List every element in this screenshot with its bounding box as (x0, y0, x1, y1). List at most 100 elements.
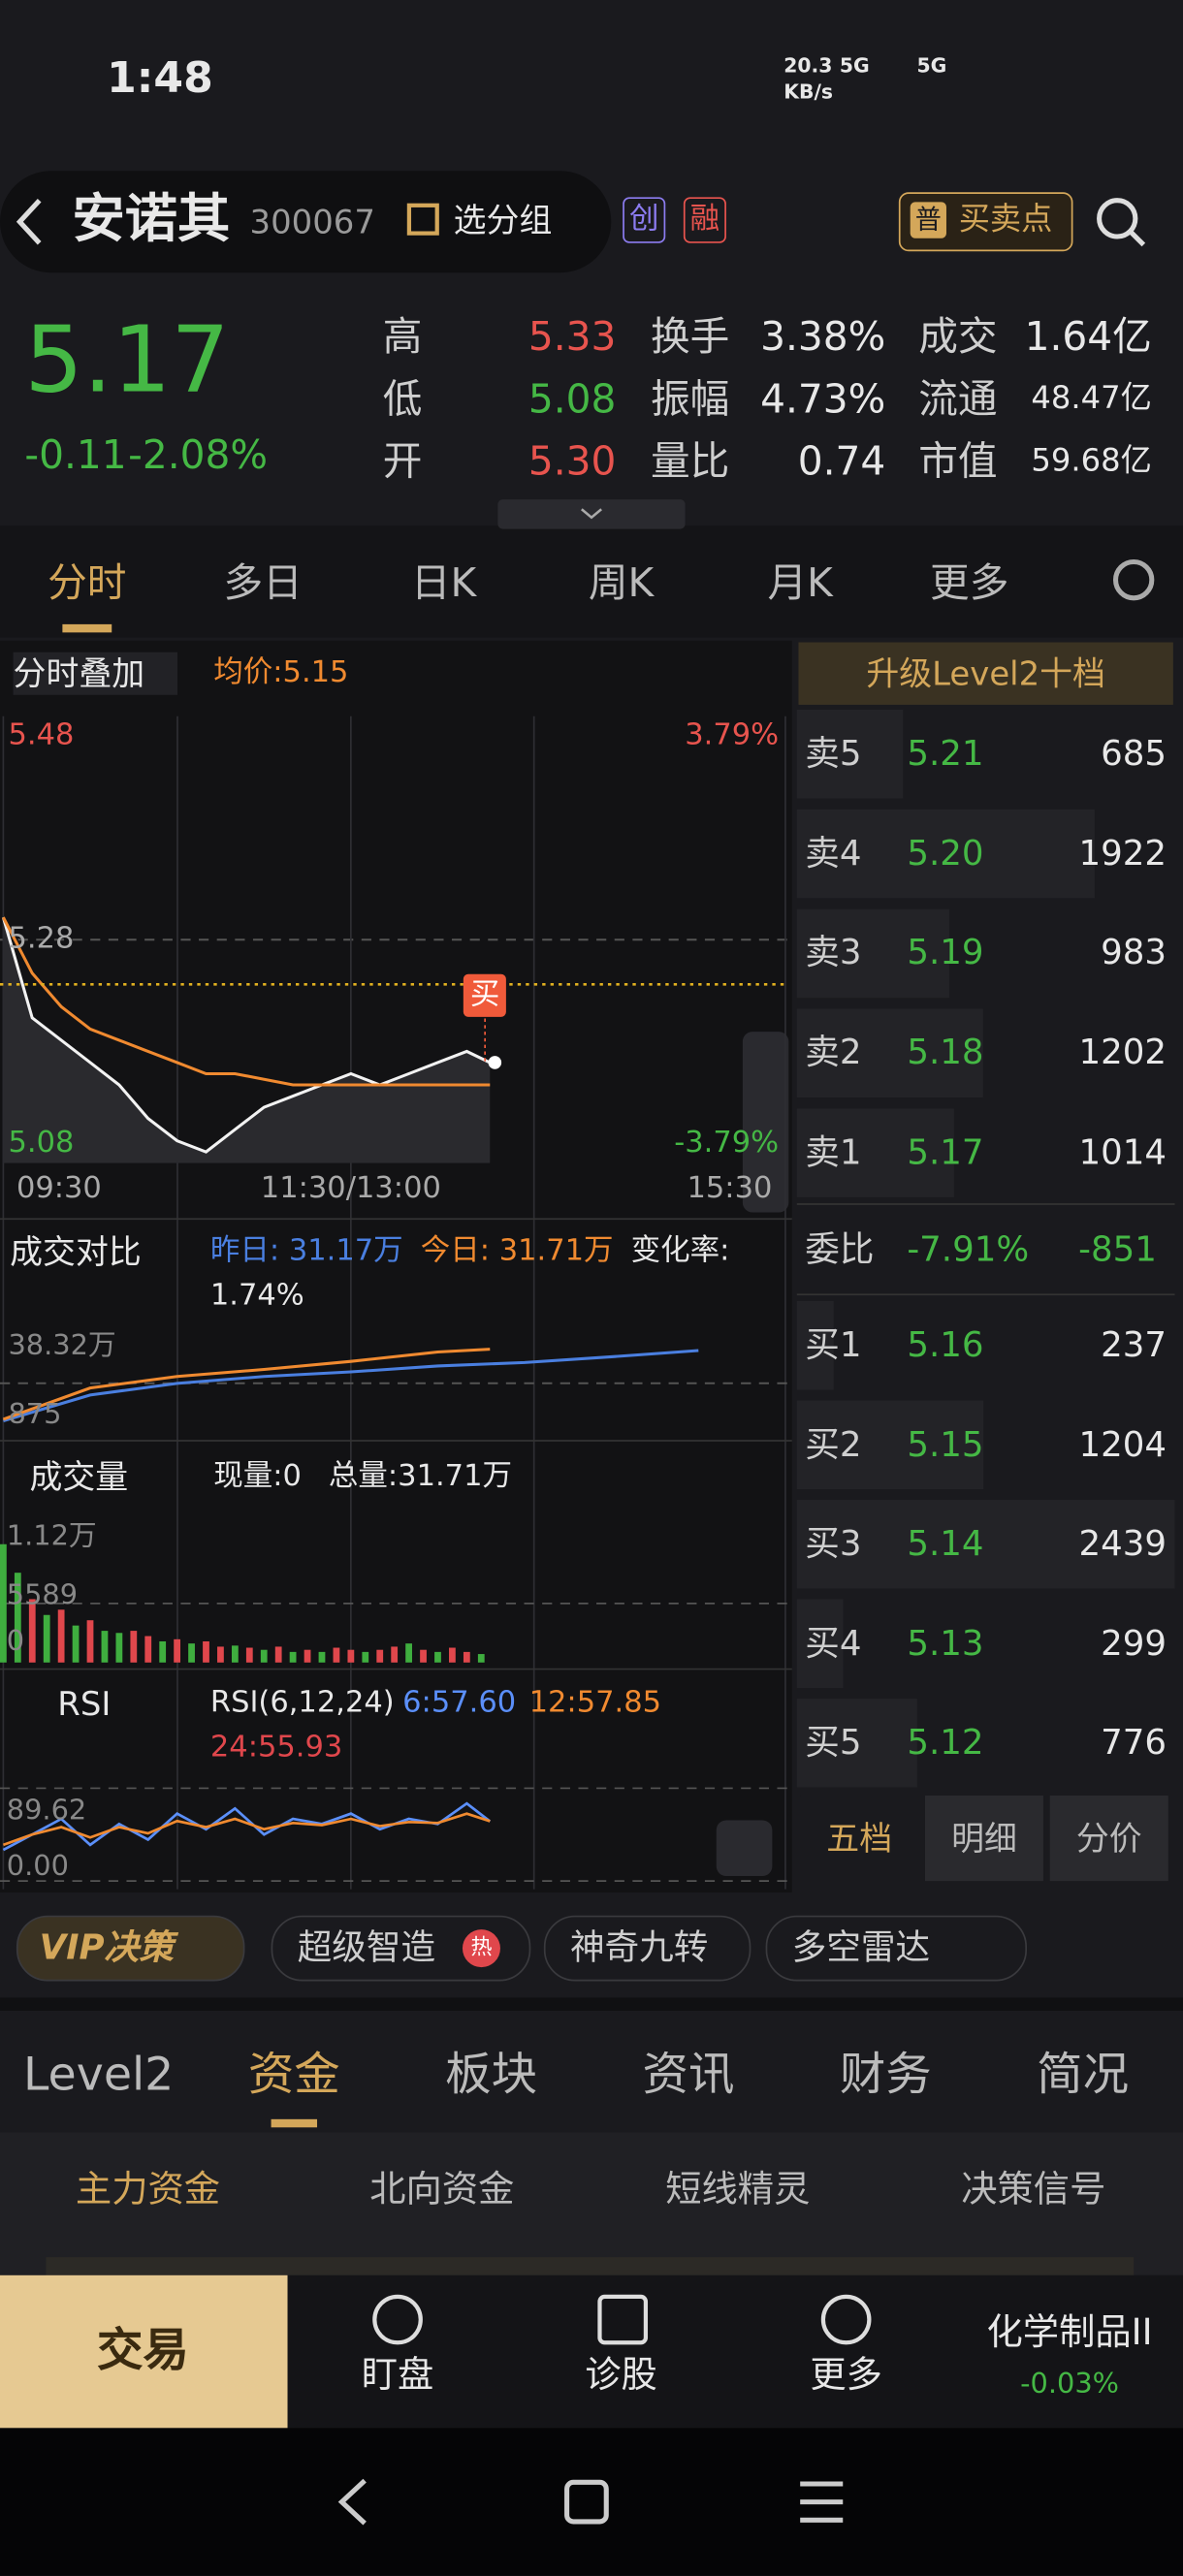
x-tick-label: 15:30 (687, 1171, 773, 1206)
stat-value: 48.47亿 (1031, 380, 1152, 417)
side-handle[interactable] (742, 1032, 789, 1213)
y-tick-label: 5589 (6, 1579, 79, 1613)
book-level: 卖5 (805, 733, 862, 774)
tool-pill: 多空雷达 (791, 1927, 931, 1968)
book-level: 卖2 (805, 1033, 862, 1072)
overlay-menu[interactable]: 分时叠加 (13, 652, 177, 695)
panel-menu[interactable]: 成交对比 (10, 1231, 142, 1272)
nav-home[interactable] (564, 2479, 609, 2525)
level2-upgrade: 升级Level2十档 (866, 653, 1105, 694)
pill-bg[interactable] (16, 1915, 245, 1982)
volume-bar (362, 1651, 369, 1663)
current-volume: 现量:0 (213, 1458, 302, 1494)
stat-value: 4.73% (760, 376, 886, 423)
legend-entry: 6:57.60 (402, 1685, 517, 1721)
volume-bar (57, 1609, 65, 1663)
y-tick-label: 0.00 (6, 1850, 69, 1884)
settings-icon[interactable] (1112, 558, 1155, 601)
detail-tab[interactable]: 财务 (839, 2047, 932, 2102)
rsi-line (2, 1801, 492, 1852)
book-price: 5.19 (907, 933, 984, 972)
book-tab-bg[interactable] (924, 1796, 1043, 1882)
yesterday-volume: 昨日: 31.17万 (209, 1233, 403, 1269)
detail-tab[interactable]: Level2 (22, 2047, 175, 2102)
book-price: 5.16 (907, 1324, 984, 1365)
x-tick-label: 09:30 (16, 1171, 102, 1206)
detail-tab[interactable]: 资金 (247, 2047, 340, 2102)
group-button[interactable]: 选分组 (453, 200, 553, 240)
volume-bar (115, 1633, 123, 1663)
book-level: 买3 (805, 1523, 862, 1564)
book-price: 5.18 (907, 1033, 984, 1072)
search-icon[interactable] (1097, 198, 1138, 239)
subtab-bg (0, 2132, 1183, 2275)
book-price: 5.13 (907, 1623, 984, 1663)
depth-bar (796, 1108, 954, 1197)
hot-badge: 热 (462, 1929, 500, 1968)
pill-bg[interactable] (765, 1915, 1028, 1982)
chart-tab[interactable]: 周K (588, 559, 655, 607)
fund-tab[interactable]: 决策信号 (961, 2170, 1106, 2211)
panel-menu[interactable]: RSI (57, 1683, 112, 1724)
fund-tab[interactable]: 北向资金 (369, 2170, 515, 2211)
book-price: 5.15 (907, 1424, 984, 1464)
expand-icon (581, 508, 602, 520)
chart-area-bg (0, 640, 792, 1892)
depth-bar (796, 809, 1095, 899)
pill-bg[interactable] (543, 1915, 751, 1982)
rsi-line (2, 1812, 491, 1847)
net-speed: 20.3 (783, 53, 833, 78)
trade-button[interactable]: 交易 (96, 2322, 189, 2377)
book-level: 买1 (805, 1324, 862, 1365)
back-icon[interactable] (16, 198, 42, 245)
volume-bar (333, 1647, 340, 1663)
section-divider (0, 1997, 1183, 2011)
stock-name: 安诺其 (72, 187, 231, 250)
book-volume: 2439 (1078, 1523, 1167, 1564)
chart-tab[interactable]: 更多 (930, 559, 1009, 607)
chart-tab[interactable]: 多日 (223, 559, 303, 607)
book-volume: 1202 (1078, 1033, 1167, 1072)
fund-tab[interactable]: 短线精灵 (665, 2170, 811, 2211)
expand-tab[interactable] (497, 499, 686, 529)
net-speed-unit: KB/s (783, 80, 834, 104)
price-line (1, 916, 491, 1154)
detail-tab[interactable]: 简况 (1037, 2047, 1130, 2102)
chart-tab[interactable]: 日K (410, 559, 477, 607)
volume-bar (86, 1620, 94, 1663)
badge: 创 (623, 197, 666, 243)
legend-entry: 12:57.85 (528, 1685, 662, 1721)
volume-bar (289, 1651, 297, 1663)
bottom-item[interactable]: 更多 (810, 2355, 882, 2398)
title-pill (0, 171, 612, 273)
volume-bar (260, 1649, 268, 1663)
book-volume: 776 (1101, 1722, 1167, 1763)
price-area (3, 917, 491, 1163)
book-level: 卖4 (805, 833, 862, 874)
fund-tab[interactable]: 主力资金 (75, 2170, 221, 2211)
book-tab-bg[interactable] (800, 1796, 919, 1882)
trade-bg[interactable] (0, 2274, 288, 2429)
panel-menu[interactable]: 成交量 (29, 1456, 129, 1497)
bottom-item[interactable]: 诊股 (585, 2355, 657, 2398)
book-level: 买4 (805, 1623, 862, 1663)
chart-tab[interactable]: 月K (767, 559, 833, 607)
detail-tab[interactable]: 板块 (445, 2047, 538, 2102)
sector-name[interactable]: 化学制品II (986, 2312, 1153, 2355)
chart-tab[interactable]: 分时 (48, 559, 127, 607)
last-price: 5.17 (24, 306, 230, 414)
book-tab: 分价 (1075, 1818, 1142, 1859)
stat-value: 5.08 (528, 376, 617, 423)
book-tab-bg[interactable] (1049, 1796, 1168, 1882)
ratio-diff: -851 (1078, 1229, 1157, 1269)
nav-menu[interactable] (800, 2481, 844, 2523)
bottom-item[interactable]: 盯盘 (361, 2355, 434, 2398)
detail-tab[interactable]: 资讯 (642, 2047, 735, 2102)
level2-button[interactable] (798, 642, 1173, 705)
volume-bar (376, 1649, 384, 1663)
book-price: 5.20 (907, 833, 984, 874)
fullscreen-button[interactable] (716, 1820, 773, 1877)
nav-back[interactable] (337, 2478, 367, 2526)
yesterday-line (2, 1349, 699, 1422)
